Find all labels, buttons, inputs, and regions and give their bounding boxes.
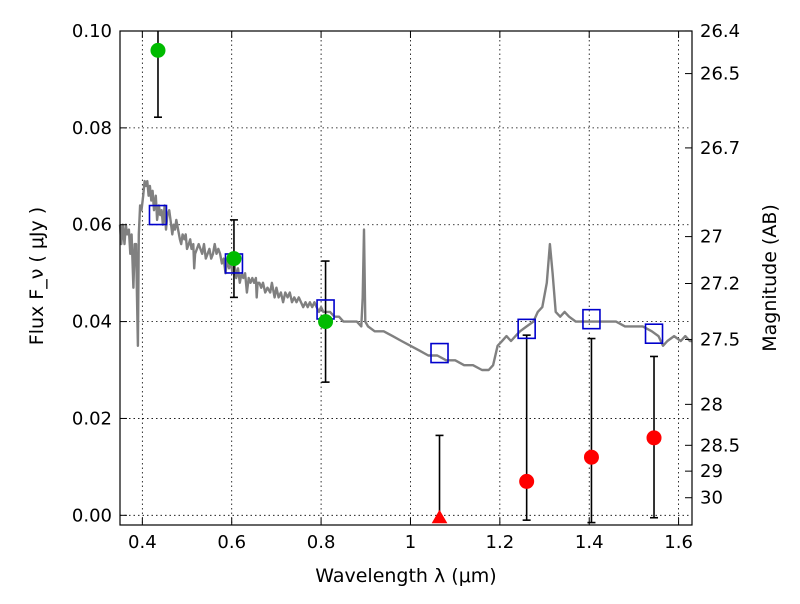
upper-limit-triangle bbox=[431, 509, 448, 524]
error-bars bbox=[153, 31, 659, 524]
x-axis-title: Wavelength λ (μm) bbox=[315, 565, 496, 587]
y-tick-label: 0.00 bbox=[72, 505, 112, 526]
data-markers bbox=[148, 42, 664, 524]
nondetection-point bbox=[646, 430, 662, 446]
model-flux-square bbox=[582, 308, 601, 330]
magnitude-tick-label: 26.7 bbox=[700, 138, 740, 159]
x-tick-label: 1.2 bbox=[486, 532, 515, 553]
detection-point bbox=[318, 314, 334, 330]
magnitude-tick-label: 26.5 bbox=[700, 64, 740, 85]
nondetection-point bbox=[583, 449, 599, 465]
y-tick-label: 0.04 bbox=[72, 312, 112, 333]
x-tick-label: 1.6 bbox=[664, 532, 693, 553]
y-tick-label: 0.06 bbox=[72, 215, 112, 236]
y-tick-label: 0.10 bbox=[72, 21, 112, 42]
model-flux-square bbox=[430, 342, 449, 364]
y-axis-title-left: Flux F_ν ( μJy ) bbox=[26, 207, 48, 345]
x-tick-label: 0.6 bbox=[217, 532, 246, 553]
axis-ticks bbox=[120, 30, 692, 525]
x-tick-label: 1.4 bbox=[575, 532, 604, 553]
magnitude-tick-label: 28.5 bbox=[700, 435, 740, 456]
magnitude-tick-label: 27.2 bbox=[700, 273, 740, 294]
model-flux-square bbox=[517, 318, 536, 340]
magnitude-tick-label: 27.5 bbox=[700, 329, 740, 350]
grid-lines bbox=[120, 30, 692, 525]
nondetection-point bbox=[519, 473, 535, 489]
x-tick-label: 0.4 bbox=[128, 532, 157, 553]
spectrum-line bbox=[118, 179, 692, 372]
magnitude-tick-label: 30 bbox=[700, 488, 723, 509]
y-tick-label: 0.08 bbox=[72, 118, 112, 139]
y-axis-title-right: Magnitude (AB) bbox=[759, 204, 781, 352]
magnitude-tick-label: 28 bbox=[700, 394, 723, 415]
x-tick-label: 0.8 bbox=[307, 532, 336, 553]
detection-point bbox=[226, 251, 242, 267]
tick-labels: 0.4 0.6 0.8 1 1.2 1.4 1.6 0.00 0.02 0.04 0.06 0.08 0… bbox=[72, 21, 740, 553]
model-flux-square bbox=[644, 323, 664, 344]
magnitude-tick-label: 26.4 bbox=[700, 21, 740, 42]
magnitude-tick-label: 27 bbox=[700, 227, 723, 248]
x-tick-label: 1 bbox=[405, 532, 416, 553]
spectrum-layer bbox=[118, 179, 692, 372]
magnitude-tick-label: 29 bbox=[700, 461, 723, 482]
plot-frame bbox=[119, 30, 693, 526]
y-tick-label: 0.02 bbox=[72, 408, 112, 429]
detection-point bbox=[150, 42, 166, 58]
model-flux-square bbox=[148, 204, 168, 226]
